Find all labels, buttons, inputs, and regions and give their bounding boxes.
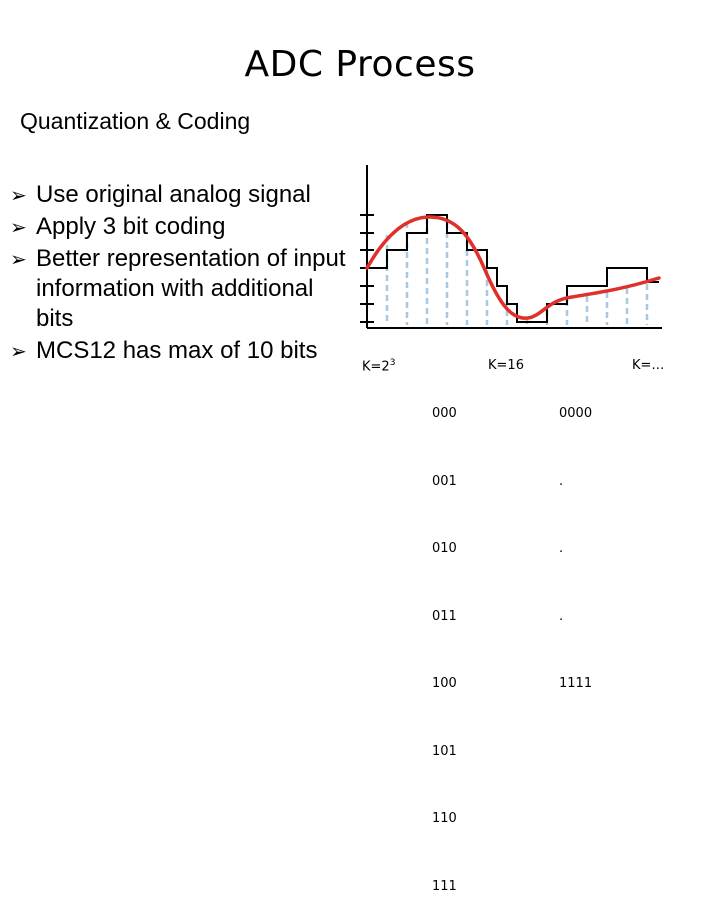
code-list-4bit: 0000 . . . 1111: [559, 358, 592, 718]
code-item: 001: [432, 473, 457, 489]
code-item: .: [559, 473, 564, 489]
k-label-4bit: K=16: [488, 358, 524, 373]
bullet-item: ➢ MCS12 has max of 10 bits: [10, 337, 318, 364]
arrow-bullet-icon: ➢: [10, 183, 27, 207]
axes: [366, 165, 662, 329]
quantization-figure: [360, 165, 662, 329]
bullet-item: ➢ Better representation of input informat…: [10, 245, 346, 332]
code-item: 010: [432, 541, 457, 556]
analog-signal: [365, 215, 661, 320]
slide-title: ADC Process: [244, 44, 476, 85]
code-item: 0000: [559, 406, 593, 421]
slide-subtitle: Quantization & Coding: [20, 108, 251, 134]
arrow-bullet-icon: ➢: [10, 215, 27, 239]
code-item: 110: [432, 811, 457, 826]
bullet-item: ➢ Apply 3 bit coding: [10, 213, 226, 240]
code-item: 100: [432, 676, 457, 691]
quantized-step-signal: [367, 214, 659, 323]
code-list-3bit: 000 001 010 011 100 101 110 111: [432, 358, 457, 921]
code-item: 111: [432, 878, 457, 894]
bullet-list: ➢ Use original analog signal ➢ Apply 3 bit…: [10, 180, 350, 368]
arrow-bullet-icon: ➢: [10, 247, 27, 271]
bullet-item: ➢ Use original analog signal: [10, 181, 311, 208]
code-item: 101: [432, 743, 457, 759]
code-item: 000: [432, 406, 457, 421]
arrow-bullet-icon: ➢: [10, 339, 27, 363]
code-item: 011: [432, 608, 457, 624]
code-item: 1111: [559, 676, 593, 691]
code-item: .: [559, 541, 564, 556]
k-label-3bit: K=23: [362, 358, 396, 375]
k-label-more: K=…: [632, 358, 665, 373]
code-item: .: [559, 608, 564, 624]
y-ticks: [360, 214, 374, 323]
